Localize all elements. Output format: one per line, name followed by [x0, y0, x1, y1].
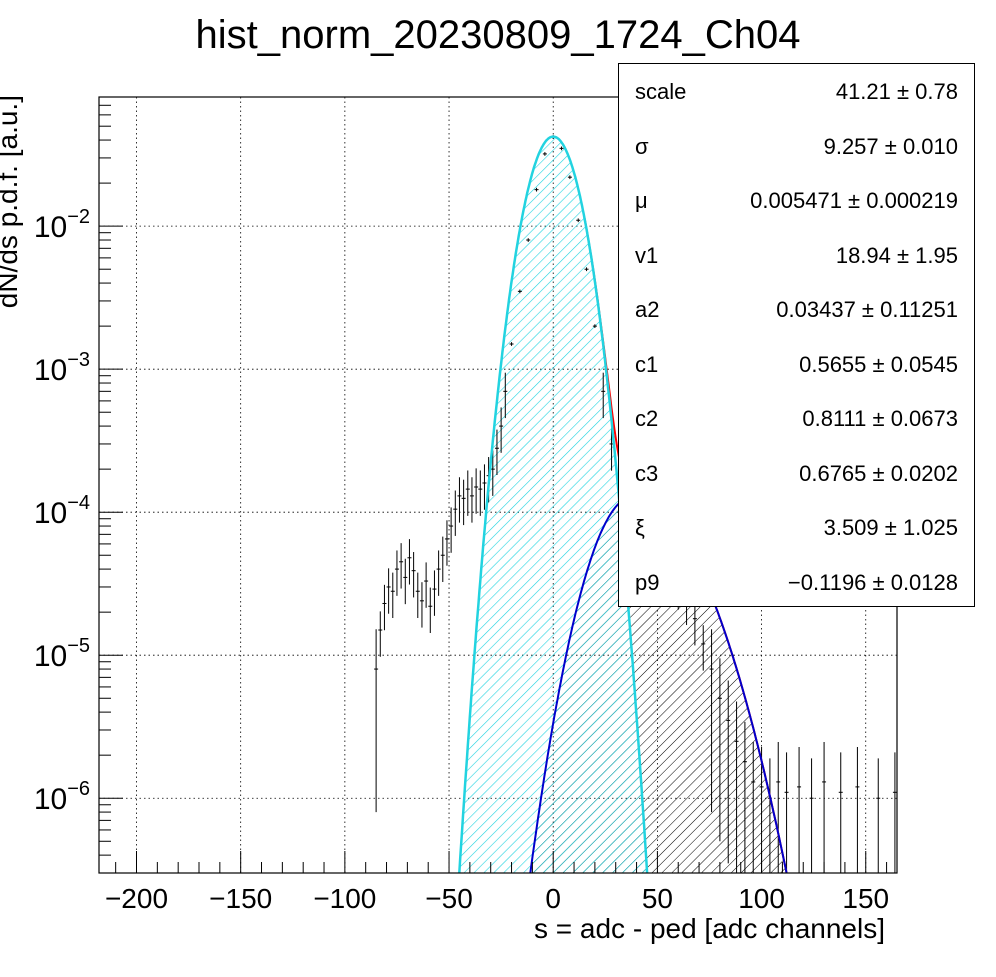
x-tick-label: 150	[842, 883, 889, 914]
stat-value: 0.8111 ± 0.0673	[802, 406, 958, 431]
y-axis-label: dN/ds p.d.f. [a.u.]	[0, 95, 23, 308]
stat-name: c1	[635, 351, 659, 377]
stat-row: p9 −0.1196 ± 0.0128	[619, 570, 974, 600]
x-tick-label: −50	[425, 883, 473, 914]
pedestal-component-line	[458, 135, 649, 873]
x-tick-label: 100	[738, 883, 785, 914]
y-tick-label: 10−5	[34, 635, 90, 673]
stat-row: σ 9.257 ± 0.010	[619, 134, 974, 164]
chart-title: hist_norm_20230809_1724_Ch04	[196, 13, 801, 57]
stat-value: 3.509 ± 1.025	[823, 515, 958, 540]
stat-row: v1 18.94 ± 1.95	[619, 243, 974, 273]
data-marks	[374, 135, 897, 873]
y-tick-label: 10−3	[34, 349, 90, 387]
stat-name: c3	[635, 460, 659, 486]
x-tick-label: 50	[642, 883, 673, 914]
stat-name: σ	[635, 133, 649, 159]
stat-row: c1 0.5655 ± 0.0545	[619, 352, 974, 382]
x-tick-label: −100	[313, 883, 376, 914]
x-tick-label: 0	[545, 883, 561, 914]
stat-value: 41.21 ± 0.78	[835, 79, 958, 104]
stat-value: −0.1196 ± 0.0128	[787, 569, 958, 595]
stat-value: 0.005471 ± 0.000219	[750, 188, 958, 213]
stat-name: ξ	[635, 515, 645, 540]
x-axis-label: s = adc - ped [adc channels]	[534, 913, 885, 944]
y-tick-label: 10−6	[34, 778, 90, 816]
stat-name: c2	[635, 406, 659, 431]
stat-name: scale	[635, 79, 687, 104]
stat-row: scale 41.21 ± 0.78	[619, 79, 974, 109]
fit-stats-box: scale 41.21 ± 0.78 σ 9.257 ± 0.010 μ 0.005471…	[618, 63, 975, 607]
stat-row: μ 0.005471 ± 0.000219	[619, 188, 974, 218]
stat-value: 18.94 ± 1.95	[835, 242, 958, 268]
stat-value: 9.257 ± 0.010	[823, 133, 958, 159]
stat-name: a2	[635, 297, 660, 322]
stat-row: ξ 3.509 ± 1.025	[619, 515, 974, 545]
stat-name: v1	[635, 242, 659, 268]
stat-row: a2 0.03437 ± 0.11251	[619, 297, 974, 327]
stat-name: p9	[635, 569, 660, 595]
x-tick-label: −200	[105, 883, 168, 914]
x-tick-label: −150	[209, 883, 272, 914]
y-tick-label: 10−2	[34, 206, 90, 244]
axes: −200 −150 −100 −50 0 50 100 150 10−6 10−5 10−4 10−3…	[34, 96, 889, 914]
stat-name: μ	[635, 188, 648, 213]
stat-row: c3 0.6765 ± 0.0202	[619, 461, 974, 491]
stat-row: c2 0.8111 ± 0.0673	[619, 406, 974, 436]
stat-value: 0.5655 ± 0.0545	[799, 351, 958, 377]
stat-value: 0.03437 ± 0.11251	[776, 297, 958, 322]
stat-value: 0.6765 ± 0.0202	[799, 460, 958, 486]
y-tick-label: 10−4	[34, 492, 90, 530]
